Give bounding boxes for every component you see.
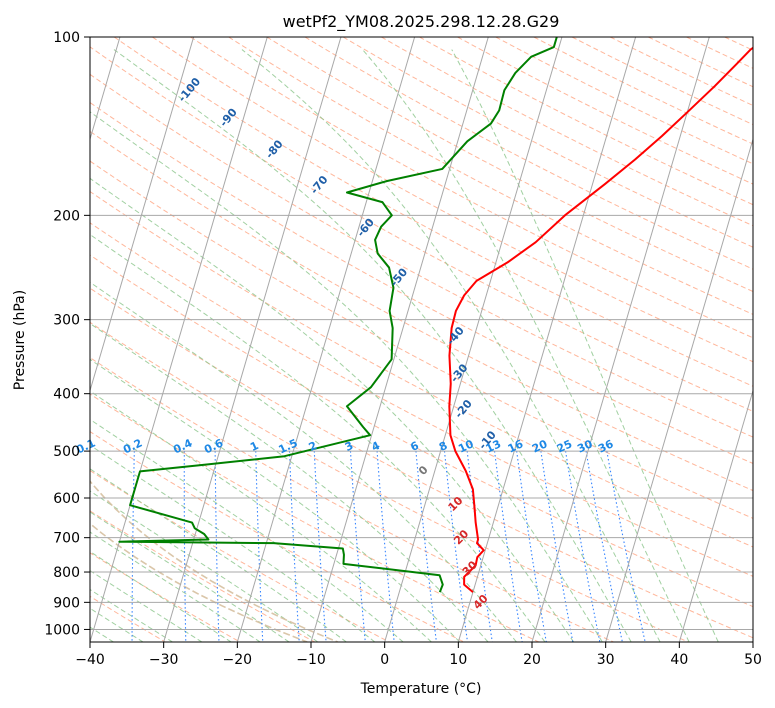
y-tick-label: 700 [53, 531, 80, 547]
dry-adiabat-line [342, 37, 753, 248]
isotherm-line [531, 37, 710, 642]
y-tick-label: 900 [53, 595, 80, 611]
dry-adiabat-line [90, 287, 753, 639]
plot-area [82, 37, 775, 642]
moist-adiabat-line [90, 531, 261, 642]
moist-adiabat-line [90, 444, 376, 642]
mixing-ratio-label: 36 [596, 437, 616, 455]
y-axis-title: Pressure (hPa) [12, 290, 28, 390]
y-tick-label: 800 [53, 565, 80, 581]
y-axis: 100 200 300 400 500 600 700 800 900 1000 [44, 30, 90, 638]
isotherm-line [457, 37, 637, 642]
dry-adiabat-line [457, 37, 753, 185]
dry-adiabat-line [381, 37, 753, 227]
x-tick-label: 0 [380, 652, 389, 668]
x-axis-title: Temperature (°C) [360, 681, 482, 697]
moist-adiabat-line [90, 468, 347, 642]
mixing-ratio-line [443, 451, 469, 642]
x-axis: −40 −30 −20 −10 0 10 20 30 40 50 [75, 642, 762, 668]
series-layer [118, 37, 753, 593]
moist-adiabat-line [90, 511, 290, 642]
isotherm-line [605, 137, 753, 642]
dry-adiabat-line [90, 357, 614, 642]
dry-adiabat-line [113, 37, 753, 387]
y-tick-label: 1000 [44, 622, 80, 638]
dry-adiabat-line [90, 321, 689, 642]
y-tick-label: 500 [53, 444, 80, 460]
mixing-ratio-label: 16 [506, 437, 526, 455]
dewpoint-profile-line [118, 37, 558, 593]
moist-adiabat-line [90, 177, 575, 642]
mixing-ratio-label: 30 [575, 437, 595, 455]
y-tick-label: 100 [53, 30, 80, 46]
dry-adiabat-line [419, 37, 753, 206]
mixing-ratio-line [493, 451, 523, 642]
moist-adiabat-line [90, 233, 546, 642]
moist-adiabat-line [90, 111, 603, 642]
isotherm-line [236, 37, 416, 642]
isotherm-line [752, 640, 753, 642]
moist-adiabat-line [90, 358, 461, 642]
x-tick-label: −30 [149, 652, 179, 668]
moist-adiabat-line [241, 49, 661, 642]
x-tick-label: −20 [223, 652, 253, 668]
dry-adiabat-line [190, 37, 753, 339]
dry-adiabat-line [266, 37, 753, 293]
moist-adiabat-line [362, 49, 690, 642]
isotherm-line [678, 388, 753, 642]
dry-adiabat-line [90, 101, 753, 465]
dry-adiabat-line [90, 254, 753, 608]
moist-adiabat-line [451, 49, 719, 642]
moist-adiabat-line [90, 322, 489, 642]
mixing-ratio-label: 20 [530, 437, 550, 455]
dry-adiabat-line [495, 37, 753, 165]
mixing-ratio-line [565, 451, 601, 642]
x-tick-label: −10 [296, 652, 326, 668]
y-tick-label: 400 [53, 387, 80, 403]
x-tick-label: 10 [449, 652, 467, 668]
dry-adiabat-line [763, 37, 775, 642]
x-tick-label: 30 [597, 652, 615, 668]
grid-layer [82, 37, 775, 642]
y-tick-label: 200 [53, 208, 80, 224]
isotherm-line [384, 37, 563, 642]
mixing-ratio-line [585, 451, 623, 642]
dry-adiabat-line [90, 393, 539, 642]
x-tick-label: 50 [744, 652, 762, 668]
dry-adiabat-line [533, 37, 753, 145]
dry-adiabat-line [90, 222, 753, 577]
mixing-ratio-label: 10 [456, 437, 476, 455]
reference-curve [90, 522, 308, 642]
moist-adiabat-line [90, 490, 319, 642]
x-tick-label: 20 [523, 652, 541, 668]
moist-adiabat-line [90, 390, 432, 642]
x-tick-label: −40 [75, 652, 105, 668]
y-tick-label: 300 [53, 313, 80, 329]
dry-adiabat-line [304, 37, 753, 270]
dry-adiabat-line [90, 73, 753, 438]
moist-adiabat-line [113, 49, 632, 642]
plot-frame [89, 36, 754, 643]
dry-adiabat-line [90, 46, 753, 412]
dry-adiabat-line [90, 190, 753, 548]
temperature-profile-line [448, 46, 753, 593]
mixing-ratio-line [606, 451, 646, 642]
mixing-ratio-label: 13 [484, 437, 503, 455]
mixing-ratio-line [540, 451, 574, 642]
x-tick-label: 40 [670, 652, 688, 668]
chart-title: wetPf2_YM08.2025.298.12.28.G29 [283, 12, 560, 32]
mixing-ratio-label: 25 [555, 437, 574, 455]
moist-adiabat-line [90, 281, 517, 642]
isotherm-line [310, 37, 489, 642]
isotherm-line [163, 37, 342, 642]
dry-adiabat-line [90, 130, 753, 492]
y-tick-label: 600 [53, 491, 80, 507]
mixing-ratio-line [82, 451, 88, 642]
moist-adiabat-line [90, 418, 404, 642]
isotherm-line [90, 37, 195, 393]
